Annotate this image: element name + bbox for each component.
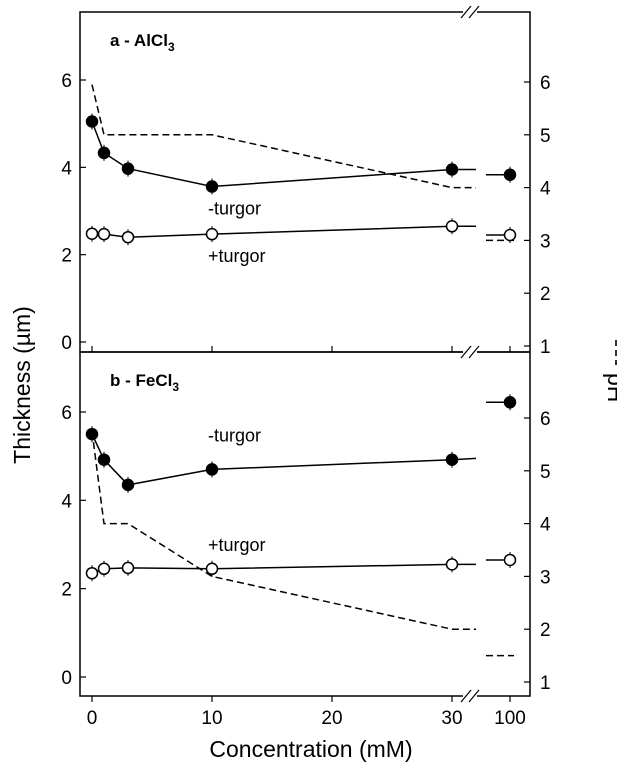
axis-break-top xyxy=(460,5,480,19)
series-line xyxy=(91,121,476,188)
y-right-tick-label: 3 xyxy=(540,567,551,588)
x-tick-label: 20 xyxy=(321,708,342,729)
y-right-tick-label: 5 xyxy=(540,462,551,483)
panel-b-plot: 0 2 4 6 1 2 3 4 5 6 b - FeCl3 -turgor +turgor xyxy=(61,371,551,694)
y-left-tick-label: 0 xyxy=(61,668,72,689)
data-point-open xyxy=(445,220,459,233)
panel-label-subscript: 3 xyxy=(172,380,179,394)
x-tick-label: 30 xyxy=(441,708,462,729)
data-point-open xyxy=(97,562,111,576)
series-line xyxy=(91,433,477,486)
x-tick-label: 10 xyxy=(201,708,222,729)
y-left-tick-label: 6 xyxy=(61,403,72,424)
data-point-filled xyxy=(85,115,99,128)
data-point-filled xyxy=(445,453,459,466)
data-point-filled xyxy=(205,180,219,193)
y-right-tick-label: 1 xyxy=(540,673,551,694)
data-point-open xyxy=(97,227,111,241)
data-point-open xyxy=(205,562,219,576)
y-right-tick-label: 5 xyxy=(540,126,551,147)
series-label: +turgor xyxy=(208,535,266,555)
data-point-open xyxy=(121,230,135,244)
data-point-filled xyxy=(85,427,99,441)
data-point-open xyxy=(503,228,517,242)
series-label: -turgor xyxy=(208,199,261,219)
panel-label: a - AlCl3 xyxy=(110,31,175,54)
x-tick-label: 0 xyxy=(87,708,98,729)
axis-break-middle xyxy=(460,345,480,359)
data-point-filled xyxy=(121,478,135,492)
y-right-tick-label: 1 xyxy=(540,337,551,358)
y-left-tick-label: 2 xyxy=(61,246,72,267)
panel-label: b - FeCl3 xyxy=(110,371,179,394)
data-point-open xyxy=(85,566,99,580)
data-point-open xyxy=(121,561,135,575)
y-right-tick-label: 6 xyxy=(540,73,551,94)
panel-b-frame xyxy=(79,351,531,697)
x-tick-label: 100 xyxy=(494,708,526,729)
panel-a-plot: 0 2 4 6 1 2 3 4 5 6 a - AlCl3 -turgor +turgor xyxy=(61,31,551,358)
y-right-tick-label: 4 xyxy=(540,179,551,200)
series-line xyxy=(91,563,476,574)
y-left-tick-label: 4 xyxy=(61,491,72,512)
y-left-tick-label: 0 xyxy=(61,333,72,354)
data-point-open xyxy=(205,227,219,241)
panel-a-frame xyxy=(79,11,531,353)
data-point-filled xyxy=(97,146,111,160)
data-point-filled xyxy=(121,162,135,175)
data-point-filled xyxy=(503,168,517,182)
y-axis-right-title: pH xyxy=(603,373,617,402)
data-point-open xyxy=(85,227,99,240)
y-left-tick-label: 2 xyxy=(61,580,72,601)
data-point-filled xyxy=(97,453,111,466)
data-point-open xyxy=(445,558,459,571)
axis-break-bottom xyxy=(460,689,480,703)
ph-line xyxy=(91,431,476,630)
y-right-tick-label: 6 xyxy=(540,409,551,430)
y-right-tick-label: 2 xyxy=(540,620,551,641)
y-axis-left-title: Thickness (µm) xyxy=(9,306,35,464)
series-label: -turgor xyxy=(208,425,261,445)
ph-line xyxy=(91,84,476,189)
y-right-tick-label: 4 xyxy=(540,515,551,536)
y-left-tick-label: 6 xyxy=(61,71,72,92)
y-right-tick-label: 2 xyxy=(540,284,551,305)
data-point-filled xyxy=(205,463,219,476)
data-point-filled xyxy=(503,396,517,409)
x-axis-title: Concentration (mM) xyxy=(209,736,412,762)
y-right-tick-label: 3 xyxy=(540,231,551,252)
series-line xyxy=(91,225,476,238)
x-axis: 0 10 20 30 100 xyxy=(87,346,526,729)
y-axis-right-title-group: pH xyxy=(603,340,617,402)
data-point-open xyxy=(503,553,517,567)
y-left-tick-label: 4 xyxy=(61,158,72,179)
data-point-filled xyxy=(445,163,459,176)
panel-label-subscript: 3 xyxy=(168,40,175,54)
series-label: +turgor xyxy=(208,246,266,266)
